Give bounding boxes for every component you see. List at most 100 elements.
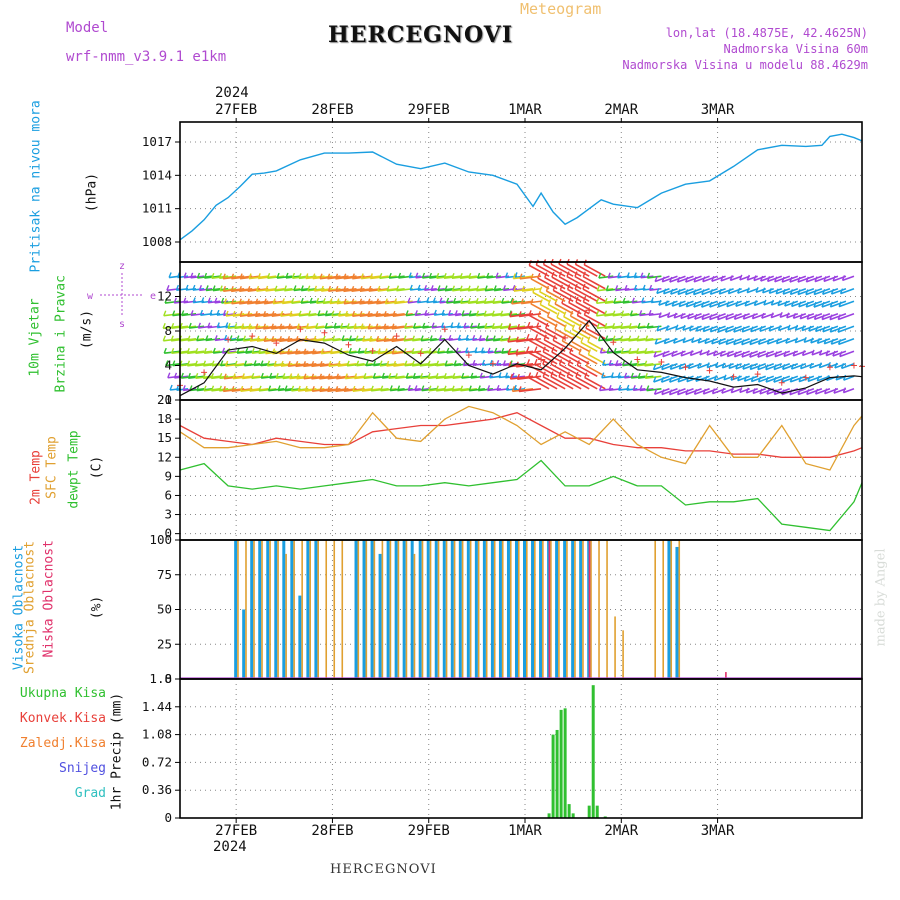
wind-barb-tick xyxy=(813,289,817,295)
wind-barb-tick xyxy=(837,339,842,345)
wind-barb-tick xyxy=(697,362,701,369)
wind-barb-tick xyxy=(514,272,518,278)
wind-barb-tick xyxy=(507,336,511,343)
wind-barb-tick xyxy=(170,322,175,329)
wind-barb-tick xyxy=(797,289,801,295)
wind-barb xyxy=(534,363,558,377)
wind-barb-tick xyxy=(480,347,484,353)
wind-barb-tick xyxy=(194,373,199,379)
wind-barb-tick xyxy=(278,323,283,330)
day-label-top: 3MAR xyxy=(701,102,735,118)
wind-barb-tick xyxy=(218,272,223,279)
wind-barb xyxy=(810,338,823,344)
wind-barb-tick xyxy=(280,360,284,367)
wind-barb-tick xyxy=(293,285,297,291)
wind-barb xyxy=(371,387,389,392)
wind-barb-tick xyxy=(660,376,665,383)
wind-barb-tick xyxy=(216,322,220,328)
wind-barb-tick xyxy=(359,285,363,292)
wind-barb xyxy=(830,325,847,333)
wind-barb xyxy=(837,312,855,321)
wind-gust-marker xyxy=(225,336,232,343)
wind-barb xyxy=(500,312,518,317)
wind-barb-tick xyxy=(606,347,610,354)
wind-barb-tick xyxy=(246,310,251,317)
wind-barb-tick xyxy=(491,323,495,329)
wind-barb-tick xyxy=(498,372,502,378)
wind-gust-marker xyxy=(706,367,713,374)
wind-barb-tick xyxy=(475,310,480,317)
wind-barb xyxy=(255,300,277,305)
wind-barb xyxy=(494,287,510,292)
wind-barb-tick xyxy=(622,297,626,304)
wind-barb-tick xyxy=(656,288,660,294)
wind-barb xyxy=(508,325,534,331)
wind-barb xyxy=(669,275,686,283)
wind-barb xyxy=(258,387,277,392)
wind-barb-tick xyxy=(405,372,409,379)
wind-barb xyxy=(806,388,823,396)
wind-barb-tick xyxy=(444,360,448,366)
wind-barb xyxy=(797,388,815,396)
wind-barb xyxy=(383,325,405,330)
wind-barb xyxy=(485,287,502,292)
wind-barb xyxy=(452,375,469,380)
wind-barb-tick xyxy=(712,350,717,356)
wind-barb-tick xyxy=(640,272,644,279)
wind-barb xyxy=(220,287,237,292)
ytick-label-wind: 12 xyxy=(157,289,172,304)
cloud-high-bar xyxy=(354,540,358,679)
cloud-high-bar xyxy=(370,540,374,679)
wind-barb xyxy=(778,325,791,332)
cloud-high-bar xyxy=(675,546,679,679)
wind-barb xyxy=(221,300,237,304)
cloud-high-bar xyxy=(258,540,262,679)
wind-barb-tick xyxy=(509,311,513,317)
wind-barb-tick xyxy=(733,351,738,358)
wind-barb xyxy=(518,387,542,393)
wind-barb-tick xyxy=(319,386,323,392)
wind-barb-tick xyxy=(838,301,842,307)
wind-barb-tick xyxy=(326,273,331,280)
wind-barb xyxy=(741,325,758,333)
wind-barb-tick xyxy=(428,272,433,279)
year-top-label: 2024 xyxy=(215,85,249,101)
sfc_temp-series xyxy=(179,405,863,471)
cloud-mid-bar xyxy=(542,540,544,679)
wind-barb xyxy=(376,300,397,305)
wind-barb-tick xyxy=(702,326,706,332)
wind-barb xyxy=(599,387,614,392)
wind-barb-tick xyxy=(391,348,395,354)
wind-barb xyxy=(843,388,855,394)
wind-barb-tick xyxy=(670,288,674,295)
wind-barb-tick xyxy=(516,323,520,330)
wind-barb xyxy=(386,287,405,292)
day-label-bottom: 3MAR xyxy=(701,823,735,839)
wind-barb-tick xyxy=(327,373,331,380)
wind-barb-tick xyxy=(337,310,342,317)
wind-barb-tick xyxy=(454,310,458,316)
cloud-mid-bar xyxy=(357,540,360,679)
wind-barb-tick xyxy=(220,360,224,366)
cloud-mid-bar xyxy=(606,540,608,679)
wind-barb xyxy=(734,350,750,358)
wind-barb-tick xyxy=(509,373,514,380)
wind-barb-tick xyxy=(175,384,180,391)
wind-barb-tick xyxy=(419,372,424,379)
wind-barb xyxy=(730,275,742,282)
cloud-mid-bar xyxy=(309,540,311,679)
wind-barb-tick xyxy=(792,350,796,357)
wind-barb-tick xyxy=(512,284,516,291)
wind-barb xyxy=(583,264,606,277)
wind-barb-tick xyxy=(435,385,439,392)
cloud-high-bar xyxy=(563,540,567,679)
wind-barb-tick xyxy=(499,310,504,316)
wind-barb xyxy=(774,275,791,283)
wind-barb xyxy=(757,350,775,358)
wind-barb xyxy=(662,275,678,283)
wind-barb-tick xyxy=(803,337,807,343)
wind-barb-tick xyxy=(509,360,513,366)
cloud-mid-bar xyxy=(373,540,376,679)
wind-barb xyxy=(454,362,469,367)
wind-barb-tick xyxy=(375,335,380,342)
